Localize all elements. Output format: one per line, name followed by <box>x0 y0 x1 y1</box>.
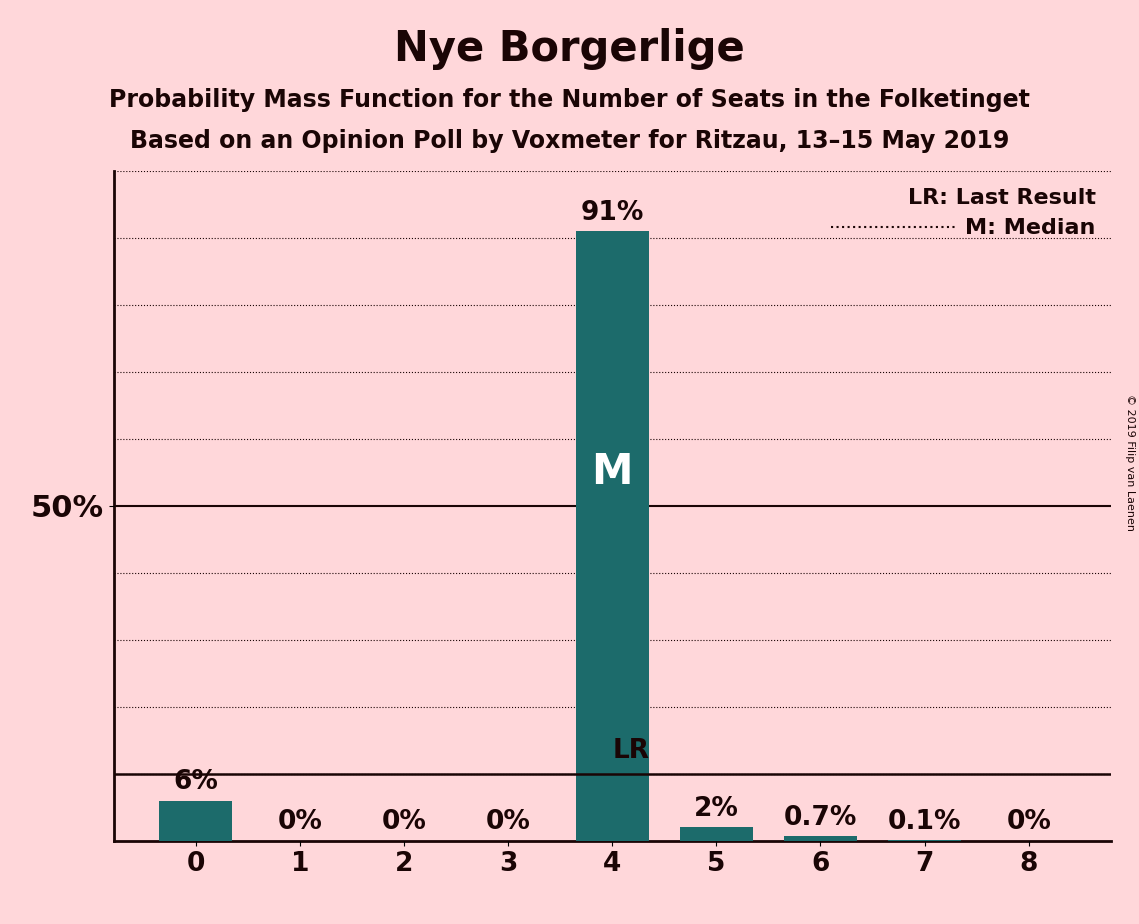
Text: LR: LR <box>613 737 649 764</box>
Text: © 2019 Filip van Laenen: © 2019 Filip van Laenen <box>1125 394 1134 530</box>
Text: Probability Mass Function for the Number of Seats in the Folketinget: Probability Mass Function for the Number… <box>109 88 1030 112</box>
Bar <box>680 828 753 841</box>
Text: 0%: 0% <box>382 809 426 835</box>
Text: Nye Borgerlige: Nye Borgerlige <box>394 28 745 69</box>
Text: 6%: 6% <box>173 770 218 796</box>
Text: 0%: 0% <box>485 809 531 835</box>
Text: 2%: 2% <box>694 796 739 822</box>
Text: 0.1%: 0.1% <box>888 808 961 834</box>
Text: Based on an Opinion Poll by Voxmeter for Ritzau, 13–15 May 2019: Based on an Opinion Poll by Voxmeter for… <box>130 129 1009 153</box>
Text: 91%: 91% <box>581 200 644 225</box>
Bar <box>784 836 857 841</box>
Text: 0.7%: 0.7% <box>784 805 858 831</box>
Text: M: M <box>591 452 633 493</box>
Bar <box>575 231 649 841</box>
Text: 0%: 0% <box>278 809 322 835</box>
Text: 0%: 0% <box>1007 809 1051 835</box>
Text: LR: Last Result: LR: Last Result <box>908 188 1096 208</box>
Bar <box>159 800 232 841</box>
Text: M: Median: M: Median <box>965 218 1096 237</box>
